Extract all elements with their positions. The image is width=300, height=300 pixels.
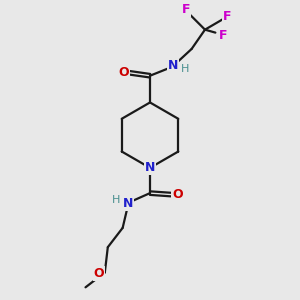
Text: H: H	[181, 64, 189, 74]
Text: F: F	[182, 3, 190, 16]
Text: F: F	[223, 11, 232, 23]
Text: N: N	[168, 59, 178, 72]
Text: F: F	[219, 28, 227, 41]
Text: O: O	[118, 66, 129, 79]
Text: O: O	[94, 267, 104, 280]
Text: N: N	[145, 161, 155, 174]
Text: N: N	[122, 197, 133, 210]
Text: O: O	[172, 188, 183, 201]
Text: H: H	[112, 195, 120, 205]
